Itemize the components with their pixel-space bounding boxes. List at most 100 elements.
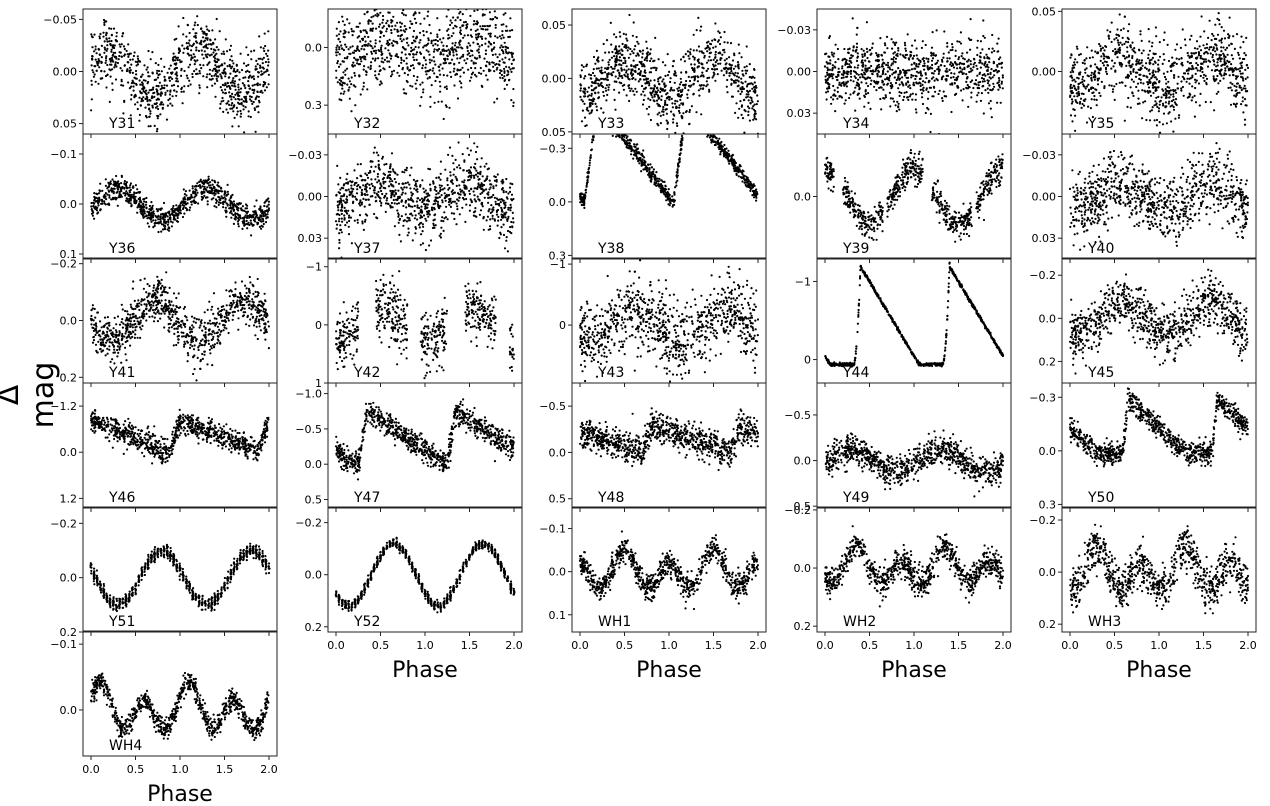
data-point — [706, 83, 709, 86]
data-point — [461, 55, 465, 58]
data-point — [139, 83, 142, 86]
data-point — [1103, 60, 1107, 63]
data-point — [1205, 43, 1208, 46]
data-point — [499, 76, 502, 79]
data-point — [619, 75, 622, 78]
data-point — [178, 59, 181, 62]
data-point — [200, 27, 203, 30]
data-point — [717, 62, 720, 65]
data-point — [921, 96, 924, 99]
data-point — [692, 49, 695, 52]
data-point — [883, 97, 886, 100]
data-point — [962, 63, 965, 66]
data-point — [169, 90, 172, 93]
data-point — [374, 59, 377, 62]
data-point — [708, 55, 711, 58]
data-point — [157, 63, 160, 66]
data-point — [175, 77, 178, 80]
data-point — [481, 37, 484, 41]
data-point — [249, 98, 252, 101]
data-point — [434, 63, 437, 66]
data-point — [1172, 95, 1175, 98]
data-point — [947, 51, 950, 54]
y-tick-label: 0.00 — [542, 72, 567, 85]
data-point — [362, 81, 365, 84]
data-point — [1148, 80, 1151, 83]
data-point — [1137, 89, 1140, 92]
data-point — [864, 67, 867, 70]
data-point — [198, 86, 201, 89]
data-point — [921, 83, 924, 86]
data-point — [653, 79, 656, 82]
data-point — [723, 41, 726, 44]
data-point — [687, 89, 690, 92]
data-point — [618, 56, 622, 59]
data-point — [614, 58, 617, 61]
data-point — [1100, 55, 1103, 58]
data-point — [668, 70, 671, 73]
data-point — [256, 90, 259, 94]
data-point — [899, 71, 902, 74]
data-point — [266, 54, 269, 58]
data-point — [1230, 63, 1233, 66]
data-point — [392, 44, 395, 47]
data-point — [1236, 75, 1239, 78]
data-point — [1121, 63, 1124, 66]
data-point — [1220, 37, 1224, 40]
data-point — [1086, 46, 1089, 49]
data-point — [445, 85, 448, 88]
data-point — [438, 28, 441, 32]
data-point — [261, 58, 264, 61]
data-point — [502, 61, 505, 64]
data-point — [412, 29, 416, 33]
data-point — [740, 113, 743, 116]
data-point — [1198, 104, 1201, 107]
data-point — [90, 98, 93, 101]
data-point — [1212, 78, 1215, 81]
data-point — [132, 85, 135, 88]
data-point — [221, 83, 224, 86]
data-point — [390, 54, 393, 58]
data-point — [987, 91, 990, 94]
data-point — [1181, 75, 1184, 78]
data-point — [744, 72, 748, 75]
data-point — [824, 65, 827, 68]
data-point — [990, 51, 994, 54]
data-point — [639, 62, 643, 65]
data-point — [144, 97, 147, 100]
data-point — [1223, 63, 1226, 66]
data-point — [446, 58, 449, 61]
data-point — [1118, 51, 1121, 55]
data-point — [688, 79, 692, 83]
data-point — [1235, 77, 1238, 80]
data-point — [705, 80, 708, 83]
data-point — [897, 49, 900, 52]
data-point — [1199, 35, 1202, 38]
data-point — [248, 87, 251, 90]
data-point — [1118, 46, 1121, 49]
data-point — [142, 208, 145, 211]
data-point — [697, 16, 700, 19]
data-point — [499, 46, 502, 49]
data-point — [1205, 60, 1208, 63]
data-point — [660, 95, 663, 98]
data-point — [459, 29, 462, 32]
data-point — [337, 37, 340, 41]
data-point — [151, 96, 154, 99]
data-point — [617, 69, 620, 72]
data-point — [200, 49, 203, 52]
data-point — [903, 95, 906, 98]
data-point — [910, 63, 913, 66]
data-point — [644, 82, 647, 85]
data-point — [476, 28, 479, 31]
data-point — [379, 11, 382, 14]
data-point — [1086, 74, 1089, 77]
y-tick-label: 0.05 — [1032, 5, 1057, 18]
data-point — [1187, 95, 1191, 98]
data-point — [232, 96, 235, 99]
data-point — [175, 94, 178, 97]
data-point — [637, 80, 640, 83]
data-point — [871, 46, 874, 50]
data-point — [181, 102, 184, 105]
